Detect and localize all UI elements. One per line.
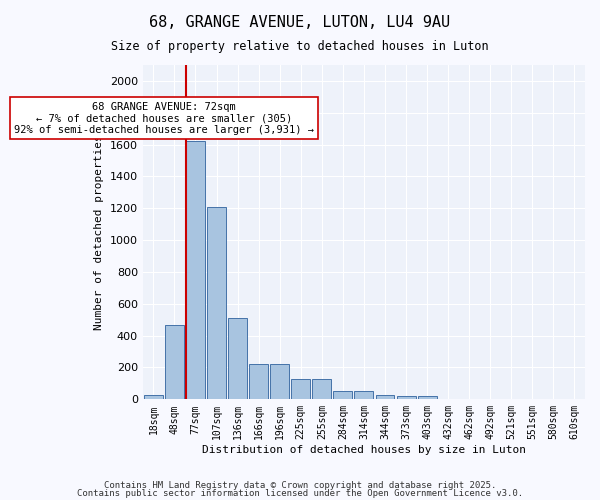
Bar [355, 392, 373, 400]
Bar [334, 392, 352, 400]
Text: 68 GRANGE AVENUE: 72sqm
← 7% of detached houses are smaller (305)
92% of semi-de: 68 GRANGE AVENUE: 72sqm ← 7% of detached… [14, 102, 314, 135]
Bar [291, 378, 310, 400]
Bar [376, 394, 394, 400]
Bar [165, 324, 184, 400]
Y-axis label: Number of detached properties: Number of detached properties [94, 134, 104, 330]
Text: Contains public sector information licensed under the Open Government Licence v3: Contains public sector information licen… [77, 488, 523, 498]
Bar [397, 396, 416, 400]
Bar [249, 364, 268, 400]
Bar [270, 364, 289, 400]
Text: 68, GRANGE AVENUE, LUTON, LU4 9AU: 68, GRANGE AVENUE, LUTON, LU4 9AU [149, 15, 451, 30]
Bar [228, 318, 247, 400]
Text: Contains HM Land Registry data © Crown copyright and database right 2025.: Contains HM Land Registry data © Crown c… [104, 481, 496, 490]
Bar [313, 378, 331, 400]
Bar [418, 396, 437, 400]
Bar [186, 142, 205, 400]
Text: Size of property relative to detached houses in Luton: Size of property relative to detached ho… [111, 40, 489, 53]
Bar [207, 206, 226, 400]
Bar [144, 394, 163, 400]
X-axis label: Distribution of detached houses by size in Luton: Distribution of detached houses by size … [202, 445, 526, 455]
